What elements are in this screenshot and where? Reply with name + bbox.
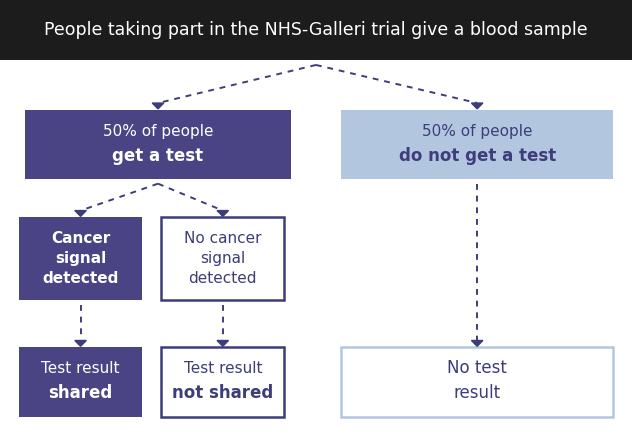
Polygon shape (217, 340, 229, 346)
Polygon shape (152, 103, 164, 109)
Polygon shape (471, 103, 483, 109)
Text: People taking part in the NHS-Galleri trial give a blood sample: People taking part in the NHS-Galleri tr… (44, 21, 588, 39)
Text: Test result: Test result (183, 361, 262, 376)
Polygon shape (471, 340, 483, 346)
Bar (25, 110, 291, 179)
Polygon shape (75, 211, 87, 216)
Text: No cancer
signal
detected: No cancer signal detected (184, 232, 262, 286)
Bar (0, 0, 632, 60)
Text: Test result: Test result (41, 361, 120, 376)
Text: No test: No test (447, 359, 507, 378)
Text: not shared: not shared (172, 384, 274, 402)
Text: do not get a test: do not get a test (399, 146, 556, 165)
Text: get a test: get a test (112, 146, 204, 165)
Text: 50% of people: 50% of people (103, 124, 213, 138)
Bar (341, 110, 613, 179)
Text: Cancer
signal
detected: Cancer signal detected (42, 232, 119, 286)
Bar (161, 217, 284, 300)
Bar (19, 217, 142, 300)
Polygon shape (217, 211, 229, 216)
Bar (341, 347, 613, 417)
Bar (161, 347, 284, 417)
Text: 50% of people: 50% of people (422, 124, 532, 138)
Polygon shape (75, 340, 87, 346)
Text: shared: shared (49, 384, 112, 402)
Bar (19, 347, 142, 417)
Text: result: result (454, 384, 501, 402)
